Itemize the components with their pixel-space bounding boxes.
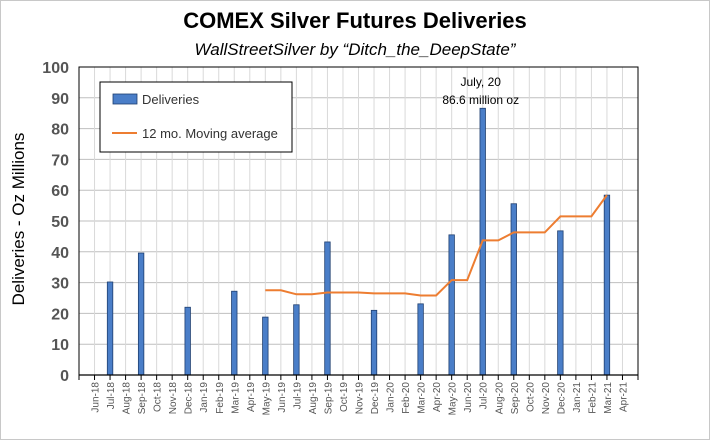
y-tick-label: 10 — [51, 337, 69, 354]
x-tick-label: Dec-19 — [370, 382, 381, 415]
x-tick-label: Jan-19 — [199, 382, 210, 413]
x-tick-label: Jul-20 — [479, 382, 490, 410]
x-ticks: Jun-18 Jul-18 Aug-18 Sep-18 Oct-18 Nov-18 Dec-… — [91, 382, 630, 416]
x-tick-label: Mar-21 — [603, 382, 614, 414]
x-tick-label: Feb-20 — [401, 382, 412, 414]
x-tick-label: Aug-18 — [122, 382, 133, 415]
y-ticks: 0 10 20 30 40 50 60 70 80 90 100 — [42, 60, 69, 385]
y-tick-label: 20 — [51, 306, 69, 323]
annotation-line-1: July, 20 — [460, 75, 501, 89]
bar-Sep-20 — [510, 203, 517, 376]
moving-average-line — [265, 194, 608, 297]
y-tick-label: 60 — [51, 183, 69, 200]
x-tick-label: Feb-21 — [587, 382, 598, 414]
legend-deliveries-label: Deliveries — [142, 92, 200, 107]
x-tick-label: Oct-18 — [153, 382, 164, 412]
x-tick-label: Aug-19 — [308, 382, 319, 415]
x-tick-label: Nov-19 — [355, 382, 366, 415]
x-tick-label: Oct-20 — [525, 382, 536, 412]
y-tick-label: 40 — [51, 245, 69, 262]
bar-Dec-18 — [184, 306, 191, 376]
bar-Jul-18 — [106, 281, 114, 376]
peak-annotation: July, 20 86.6 million oz — [442, 75, 519, 107]
x-tick-label: May-20 — [448, 382, 459, 416]
legend-moving-average-label: 12 mo. Moving average — [142, 126, 278, 141]
bar-Jul-19 — [293, 304, 300, 376]
x-tick-label: Oct-19 — [339, 382, 350, 412]
x-tick-label: Nov-18 — [168, 382, 179, 415]
x-tick-label: Apr-21 — [618, 382, 629, 412]
legend-deliveries-swatch — [112, 93, 138, 105]
x-tick-label: Jan-20 — [386, 382, 397, 413]
bar-Sep-18 — [137, 252, 145, 376]
x-tick-label: Jul-19 — [292, 382, 303, 410]
bar-Sep-19 — [324, 241, 331, 376]
x-tick-label: Jun-20 — [463, 382, 474, 413]
x-tick-label: Mar-19 — [230, 382, 241, 414]
bar-May-20 — [448, 234, 455, 376]
y-tick-label: 70 — [51, 152, 69, 169]
x-tick-label: Feb-19 — [215, 382, 226, 414]
y-tick-label: 90 — [51, 91, 69, 108]
bar-Dec-19 — [370, 309, 378, 376]
x-tick-label: Jan-21 — [572, 382, 583, 413]
y-tick-label: 30 — [51, 276, 69, 293]
x-tick-label: Jun-19 — [277, 382, 288, 413]
chart-title: COMEX Silver Futures Deliveries — [183, 8, 527, 33]
legend: Deliveries 12 mo. Moving average — [99, 81, 293, 153]
bar-Mar-21 — [603, 194, 611, 376]
x-tick-label: Apr-19 — [246, 382, 257, 412]
bar-Mar-19 — [231, 290, 238, 376]
y-tick-label: 0 — [60, 368, 69, 385]
x-tick-label: Dec-20 — [556, 382, 567, 415]
bar-Dec-20 — [557, 230, 564, 376]
y-axis-label: Deliveries - Oz Millions — [9, 133, 28, 306]
x-tick-label: Dec-18 — [184, 382, 195, 415]
x-tick-label: Jun-18 — [91, 382, 102, 413]
x-tick-label: Mar-20 — [417, 382, 428, 414]
x-tick-label: Jul-18 — [106, 382, 117, 410]
x-tick-label: Sep-20 — [510, 382, 521, 415]
x-tick-label: Apr-20 — [432, 382, 443, 412]
bar-Mar-20 — [417, 303, 424, 376]
x-tick-label: Aug-20 — [494, 382, 505, 415]
y-tick-label: 100 — [42, 60, 69, 77]
bar-May-19 — [262, 316, 269, 376]
annotation-line-2: 86.6 million oz — [442, 93, 519, 107]
axes — [78, 66, 639, 380]
y-tick-label: 50 — [51, 214, 69, 231]
x-tick-label: May-19 — [261, 382, 272, 416]
x-tick-label: Nov-20 — [541, 382, 552, 415]
x-tick-label: Sep-18 — [137, 382, 148, 415]
x-tick-label: Sep-19 — [323, 382, 334, 415]
y-tick-label: 80 — [51, 122, 69, 139]
chart-subtitle: WallStreetSilver by “Ditch_the_DeepState… — [194, 40, 516, 59]
